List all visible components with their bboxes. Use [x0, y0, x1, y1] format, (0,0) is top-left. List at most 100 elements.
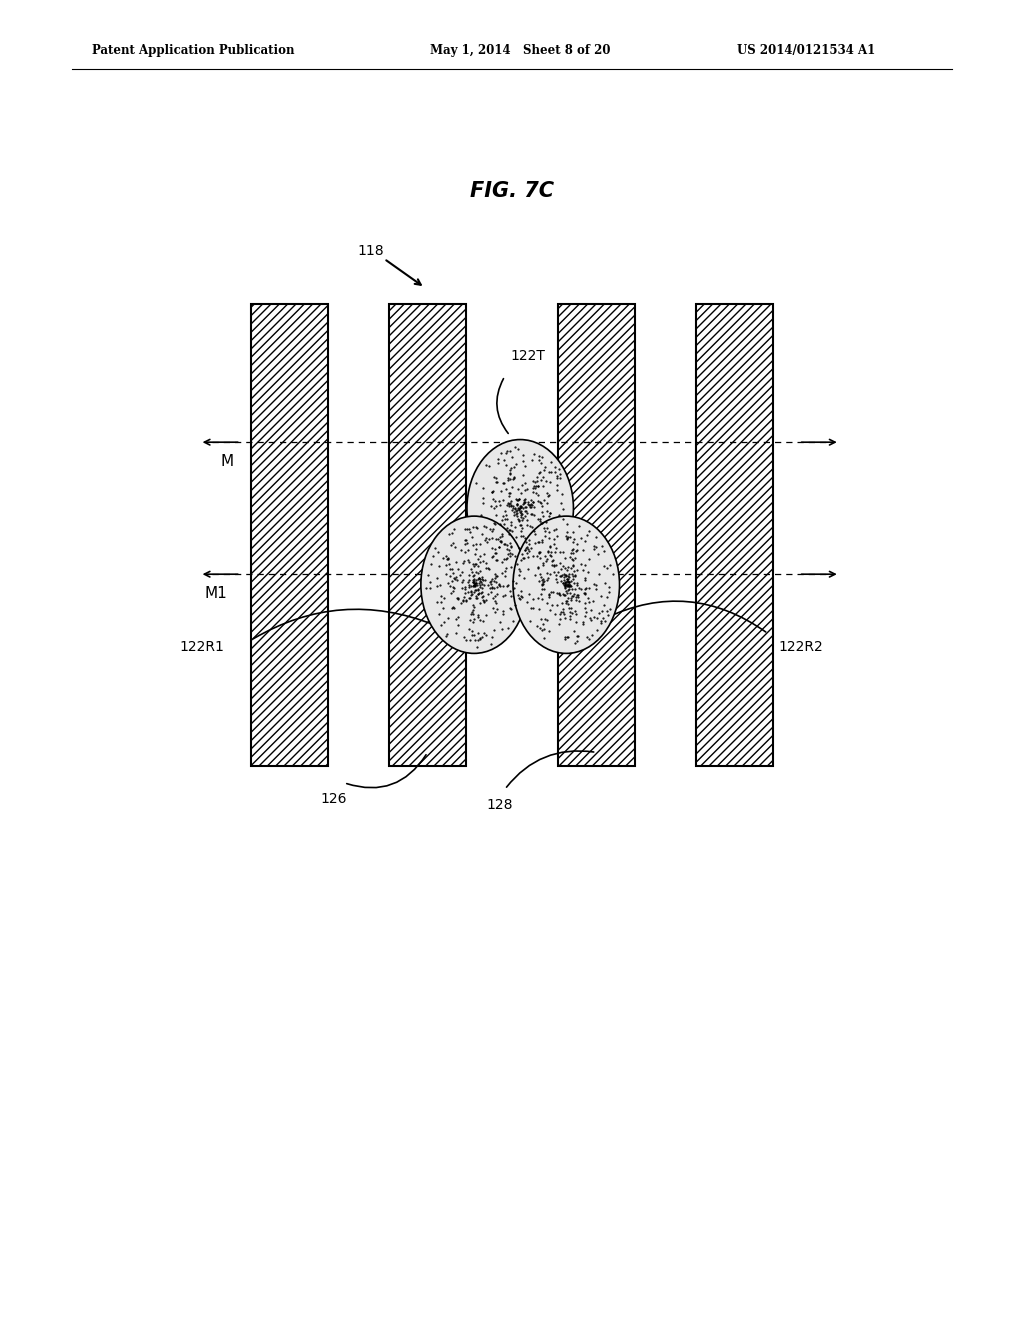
- Point: [559, 594, 575, 615]
- Point: [517, 540, 534, 561]
- Point: [548, 565, 564, 586]
- Point: [474, 550, 490, 572]
- Point: [488, 598, 505, 619]
- Point: [526, 475, 543, 496]
- Point: [594, 601, 610, 622]
- Point: [530, 541, 547, 562]
- Point: [561, 576, 578, 597]
- Point: [557, 576, 573, 597]
- Point: [498, 508, 514, 529]
- Point: [498, 549, 514, 570]
- Point: [494, 510, 510, 531]
- Point: [431, 556, 447, 577]
- Point: [517, 492, 534, 513]
- Point: [565, 532, 582, 553]
- Text: M1: M1: [205, 586, 227, 602]
- Point: [516, 528, 532, 549]
- Point: [478, 624, 495, 645]
- Point: [464, 561, 480, 582]
- Point: [560, 527, 577, 548]
- Point: [541, 521, 557, 543]
- Point: [550, 561, 566, 582]
- Point: [507, 516, 523, 537]
- Point: [469, 622, 485, 643]
- Point: [538, 471, 554, 492]
- Point: [497, 565, 513, 586]
- Point: [549, 474, 565, 495]
- Point: [453, 593, 469, 614]
- Point: [526, 565, 543, 586]
- Point: [467, 544, 483, 565]
- Point: [458, 590, 474, 611]
- Point: [445, 581, 462, 602]
- Point: [502, 462, 518, 483]
- Point: [493, 532, 509, 553]
- Point: [479, 576, 496, 597]
- Point: [539, 562, 555, 583]
- Point: [535, 495, 551, 516]
- Point: [568, 590, 585, 611]
- Point: [510, 564, 526, 585]
- Point: [513, 482, 529, 503]
- Point: [461, 552, 477, 573]
- Point: [468, 516, 484, 537]
- Point: [534, 574, 550, 595]
- Point: [490, 536, 507, 557]
- Point: [498, 558, 514, 579]
- Point: [444, 562, 461, 583]
- Point: [552, 492, 568, 513]
- Point: [498, 504, 514, 525]
- Point: [492, 576, 508, 597]
- Point: [481, 519, 498, 540]
- Point: [557, 585, 573, 606]
- Point: [569, 560, 586, 581]
- Point: [540, 568, 556, 589]
- Point: [502, 482, 518, 503]
- Point: [561, 566, 578, 587]
- Point: [513, 504, 529, 525]
- Point: [527, 482, 544, 503]
- Point: [482, 572, 499, 593]
- Point: [502, 545, 518, 566]
- Point: [463, 558, 479, 579]
- Point: [581, 587, 597, 609]
- Point: [471, 582, 487, 603]
- Point: [500, 544, 516, 565]
- Point: [580, 561, 596, 582]
- Point: [464, 570, 480, 591]
- Point: [487, 593, 504, 614]
- Point: [460, 540, 476, 561]
- Point: [581, 591, 597, 612]
- Point: [560, 576, 577, 597]
- Point: [473, 569, 489, 590]
- Point: [474, 566, 490, 587]
- Point: [562, 576, 579, 597]
- Point: [488, 495, 505, 516]
- Point: [558, 565, 574, 586]
- Point: [510, 438, 526, 459]
- Point: [509, 494, 525, 515]
- Point: [565, 572, 582, 593]
- Point: [531, 462, 548, 483]
- Point: [516, 568, 532, 589]
- Point: [599, 601, 615, 622]
- Point: [541, 506, 557, 527]
- Point: [499, 548, 515, 569]
- Point: [541, 620, 557, 642]
- Point: [542, 503, 558, 524]
- Point: [471, 568, 487, 589]
- Point: [475, 610, 492, 631]
- Point: [562, 605, 579, 626]
- Point: [546, 561, 562, 582]
- Point: [573, 578, 590, 599]
- Point: [529, 471, 546, 492]
- Point: [536, 628, 552, 649]
- Point: [549, 467, 565, 488]
- Point: [540, 543, 556, 564]
- Point: [557, 626, 573, 647]
- Point: [461, 587, 477, 609]
- Point: [549, 525, 565, 546]
- Point: [485, 598, 502, 619]
- Point: [577, 582, 593, 603]
- Point: [542, 586, 558, 607]
